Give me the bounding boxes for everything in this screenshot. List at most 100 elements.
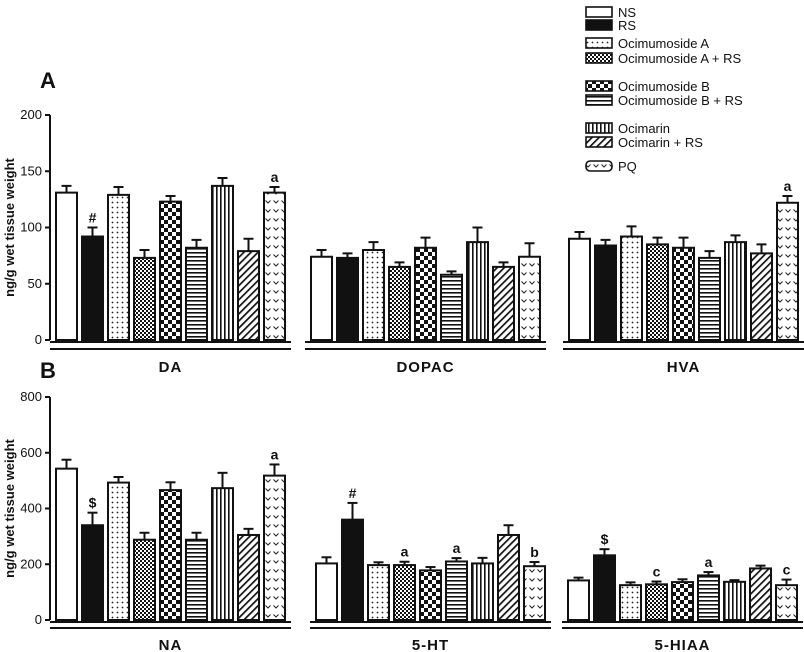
group-label: HVA xyxy=(667,359,701,376)
bar xyxy=(341,518,364,622)
bar xyxy=(133,256,156,341)
bar xyxy=(594,244,617,341)
legend-label: Ocimumoside B xyxy=(618,79,710,94)
significance-label: b xyxy=(530,544,539,560)
significance-label: c xyxy=(653,564,661,580)
bar xyxy=(211,184,234,341)
bar xyxy=(393,564,416,621)
legend-swatch xyxy=(585,19,613,31)
significance-label: a xyxy=(453,540,461,556)
bar xyxy=(81,235,104,341)
bar xyxy=(414,246,437,341)
bar xyxy=(388,265,411,341)
bar xyxy=(336,256,359,341)
bar xyxy=(55,467,78,622)
bar xyxy=(645,583,668,622)
bar xyxy=(237,533,260,622)
bar xyxy=(724,241,747,341)
legend-swatch xyxy=(585,160,613,172)
bar xyxy=(497,533,520,622)
significance-label: $ xyxy=(601,531,609,547)
y-tick-label: 150 xyxy=(20,163,42,178)
significance-label: a xyxy=(401,544,409,560)
y-axis-label: ng/g wet tissue weight xyxy=(2,157,17,296)
y-tick-label: 800 xyxy=(20,389,42,404)
bar xyxy=(568,237,591,341)
bar xyxy=(107,481,130,622)
bar xyxy=(419,569,442,622)
bar xyxy=(466,241,489,341)
bar xyxy=(523,565,546,621)
bar xyxy=(749,567,772,622)
significance-label: $ xyxy=(89,495,97,511)
y-tick-label: 400 xyxy=(20,501,42,516)
bar xyxy=(492,265,515,341)
bar xyxy=(445,560,468,622)
group-label: 5-HIAA xyxy=(654,637,710,652)
y-tick-label: 100 xyxy=(20,220,42,235)
bar xyxy=(367,564,390,621)
bar xyxy=(237,250,260,341)
bar xyxy=(310,255,333,341)
bar xyxy=(211,487,234,621)
bar xyxy=(697,574,720,622)
bar xyxy=(159,489,182,622)
significance-label: # xyxy=(89,210,97,226)
bar xyxy=(263,474,286,622)
legend-swatch xyxy=(585,52,613,64)
legend-label: Ocimarin xyxy=(618,121,670,136)
legend-swatch xyxy=(585,80,613,92)
bar xyxy=(672,246,695,341)
y-tick-label: 200 xyxy=(20,107,42,122)
significance-label: a xyxy=(705,554,713,570)
bar xyxy=(750,252,773,341)
legend-label: PQ xyxy=(618,159,637,174)
significance-label: a xyxy=(271,169,279,185)
group-label: DA xyxy=(159,359,183,376)
bar xyxy=(107,193,130,341)
bar xyxy=(620,235,643,341)
bar xyxy=(619,584,642,621)
y-tick-label: 600 xyxy=(20,445,42,460)
y-tick-label: 0 xyxy=(35,612,42,627)
bar xyxy=(133,538,156,621)
legend-label: Ocimarin + RS xyxy=(618,135,703,150)
bar xyxy=(671,581,694,622)
chart-panel-b: 0 200 400 600 800 ng/g wet tissue weight NA $ a 5… xyxy=(2,389,803,652)
bar xyxy=(518,255,541,341)
bar xyxy=(185,538,208,621)
legend-swatch xyxy=(585,122,613,134)
group-label: 5-HT xyxy=(412,637,449,652)
legend-swatch xyxy=(585,94,613,106)
legend-label: NS xyxy=(618,5,636,20)
legend-label: Ocimumoside B + RS xyxy=(618,93,743,108)
y-tick-label: 200 xyxy=(20,556,42,571)
bar xyxy=(723,580,746,622)
bar xyxy=(775,584,798,621)
bar xyxy=(55,191,78,341)
legend-label: Ocimumoside A + RS xyxy=(618,51,742,66)
panel-a-label: A xyxy=(40,68,56,93)
y-axis-label: ng/g wet tissue weight xyxy=(2,438,17,577)
y-tick-label: 0 xyxy=(35,332,42,347)
group-label: NA xyxy=(159,637,183,652)
chart-panel-a: 0 50 100 150 200 ng/g wet tissue weight DA # a DO… xyxy=(2,107,804,376)
legend-swatch xyxy=(585,37,613,49)
group-label: DOPAC xyxy=(396,359,454,376)
bar xyxy=(593,554,616,622)
significance-label: c xyxy=(783,562,791,578)
bar xyxy=(471,562,494,622)
bar xyxy=(440,273,463,341)
panel-b-label: B xyxy=(40,358,56,383)
bar xyxy=(315,562,338,622)
legend-swatch xyxy=(585,136,613,148)
legend-label: Ocimumoside A xyxy=(618,36,709,51)
significance-label: # xyxy=(349,485,357,501)
significance-label: a xyxy=(271,446,279,462)
bar xyxy=(776,201,799,341)
legend-swatch xyxy=(585,6,613,18)
bar xyxy=(159,200,182,341)
legend-label: RS xyxy=(618,18,636,33)
bar xyxy=(698,256,721,341)
